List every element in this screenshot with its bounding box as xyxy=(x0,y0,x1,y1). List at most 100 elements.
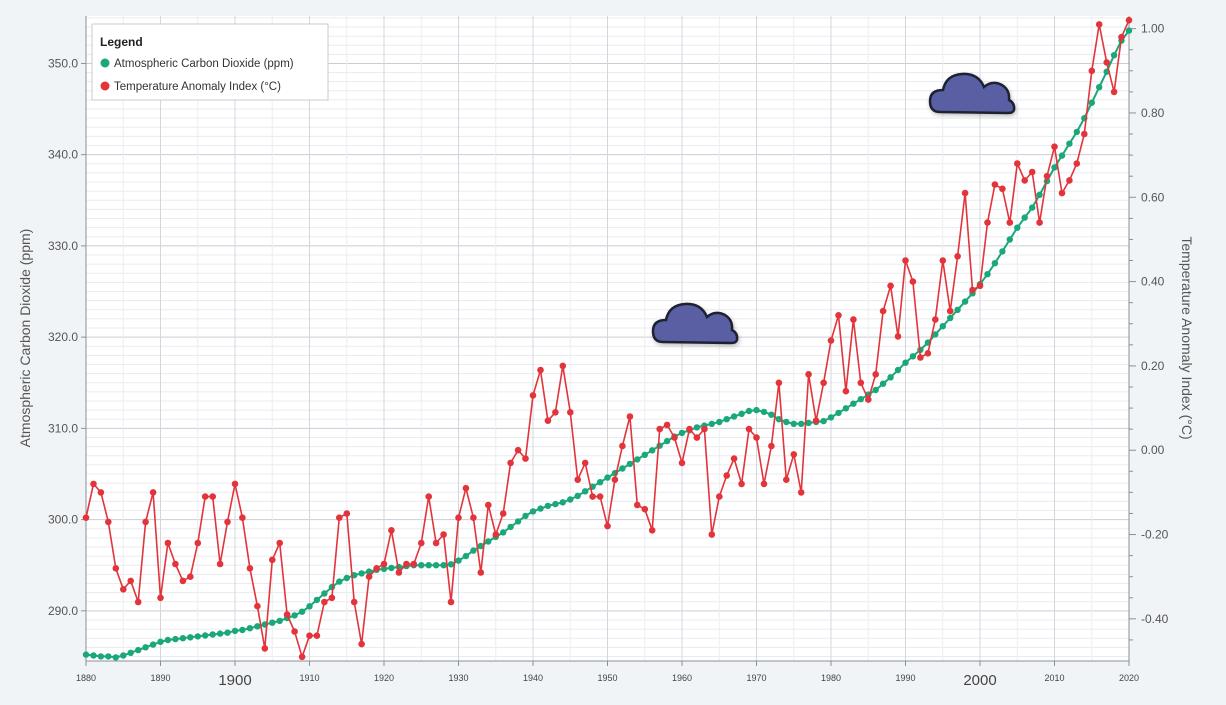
data-point-temperature xyxy=(567,409,574,416)
data-point-co2 xyxy=(1066,140,1073,147)
data-point-temperature xyxy=(164,539,172,547)
data-point-co2 xyxy=(678,429,686,437)
data-point-temperature xyxy=(835,312,842,319)
data-point-co2 xyxy=(1088,99,1096,106)
data-point-co2 xyxy=(544,502,552,510)
data-point-temperature xyxy=(1118,33,1125,41)
data-point-co2 xyxy=(745,407,753,415)
data-point-temperature xyxy=(440,531,447,538)
data-point-temperature xyxy=(90,480,97,488)
data-point-temperature xyxy=(842,387,850,395)
data-point-temperature xyxy=(760,480,768,488)
data-point-temperature xyxy=(991,181,999,188)
data-point-temperature xyxy=(753,434,760,441)
data-point-co2 xyxy=(418,562,425,569)
data-point-co2 xyxy=(656,442,663,449)
data-point-temperature xyxy=(1036,219,1043,226)
data-point-temperature xyxy=(261,645,269,652)
data-point-temperature xyxy=(827,337,835,344)
data-point-temperature xyxy=(276,539,284,547)
data-point-temperature xyxy=(462,484,470,492)
data-point-co2 xyxy=(209,631,216,638)
data-point-temperature xyxy=(336,514,343,521)
data-point-temperature xyxy=(216,560,224,568)
cloud-icon xyxy=(928,72,1016,115)
x-axis-tick-label: 1990 xyxy=(895,673,915,683)
data-point-co2 xyxy=(693,424,701,431)
data-point-temperature xyxy=(507,459,514,467)
data-point-co2 xyxy=(365,568,373,575)
legend-item-co2[interactable]: Atmospheric Carbon Dioxide (ppm) xyxy=(114,58,294,70)
data-point-temperature xyxy=(120,586,127,593)
data-point-temperature xyxy=(224,518,231,526)
data-point-co2 xyxy=(716,418,723,426)
y-axis-left-tick-label: 290.0 xyxy=(48,604,78,618)
axes: 290.0 300.0 310.0 320.0 330.0 340.0 350.0 -0.40… xyxy=(48,16,1169,689)
data-point-temperature xyxy=(1051,143,1058,150)
data-point-temperature xyxy=(1028,168,1036,176)
data-point-co2 xyxy=(857,396,864,403)
data-point-temperature xyxy=(663,421,671,429)
data-point-temperature xyxy=(395,569,403,576)
data-point-temperature xyxy=(1103,59,1110,66)
data-point-temperature xyxy=(946,307,954,315)
data-point-co2 xyxy=(596,479,604,486)
data-point-co2 xyxy=(947,314,954,322)
data-point-co2 xyxy=(507,523,514,531)
data-point-co2 xyxy=(894,366,902,374)
data-point-co2 xyxy=(835,409,842,417)
legend-item-temperature[interactable]: Temperature Anomaly Index (°C) xyxy=(114,81,281,93)
grid xyxy=(86,16,1129,661)
data-point-temperature xyxy=(820,379,827,387)
data-point-co2 xyxy=(641,451,648,458)
data-point-temperature xyxy=(812,417,820,425)
data-point-temperature xyxy=(187,573,194,580)
data-point-co2 xyxy=(850,400,857,407)
data-point-temperature xyxy=(1073,160,1081,167)
data-point-temperature xyxy=(328,594,336,602)
data-point-temperature xyxy=(745,425,753,433)
data-point-co2 xyxy=(127,649,134,656)
data-point-co2 xyxy=(321,590,328,597)
data-point-co2 xyxy=(708,420,715,427)
y-axis-left-tick-label: 340.0 xyxy=(48,148,78,162)
data-point-temperature xyxy=(656,425,663,433)
data-point-temperature xyxy=(783,476,790,484)
y-axis-right-tick-label: -0.20 xyxy=(1141,528,1169,542)
data-point-temperature xyxy=(343,510,351,517)
y-axis-right-tick-label: 0.80 xyxy=(1141,106,1165,120)
data-point-temperature xyxy=(514,446,522,454)
data-point-co2 xyxy=(1014,224,1021,231)
data-point-temperature xyxy=(179,577,187,585)
data-point-temperature xyxy=(365,573,373,580)
data-point-co2 xyxy=(820,417,827,425)
data-point-co2 xyxy=(879,380,887,387)
legend[interactable]: Legend Atmospheric Carbon Dioxide (ppm) … xyxy=(91,23,329,101)
data-point-temperature xyxy=(730,455,738,462)
data-point-temperature xyxy=(716,493,723,500)
data-point-co2 xyxy=(1058,152,1066,159)
data-point-co2 xyxy=(872,386,879,394)
data-point-temperature xyxy=(537,366,544,374)
data-point-co2 xyxy=(432,562,440,569)
x-axis-tick-label: 1880 xyxy=(76,673,96,683)
data-point-co2 xyxy=(358,570,365,577)
data-point-co2 xyxy=(663,437,671,445)
y-axis-right-tick-label: 1.00 xyxy=(1141,22,1165,36)
data-point-temperature xyxy=(574,476,581,484)
data-point-temperature xyxy=(492,531,500,538)
data-point-temperature xyxy=(455,514,462,521)
data-point-temperature xyxy=(894,333,902,340)
data-point-temperature xyxy=(313,632,321,639)
data-point-co2 xyxy=(552,500,559,508)
data-point-co2 xyxy=(97,653,105,660)
data-point-co2 xyxy=(239,626,246,634)
data-point-temperature xyxy=(350,598,358,606)
data-point-temperature xyxy=(879,307,887,315)
data-point-temperature xyxy=(97,489,105,496)
data-point-temperature xyxy=(410,560,418,568)
data-point-co2 xyxy=(961,298,969,305)
data-point-co2 xyxy=(298,608,306,615)
